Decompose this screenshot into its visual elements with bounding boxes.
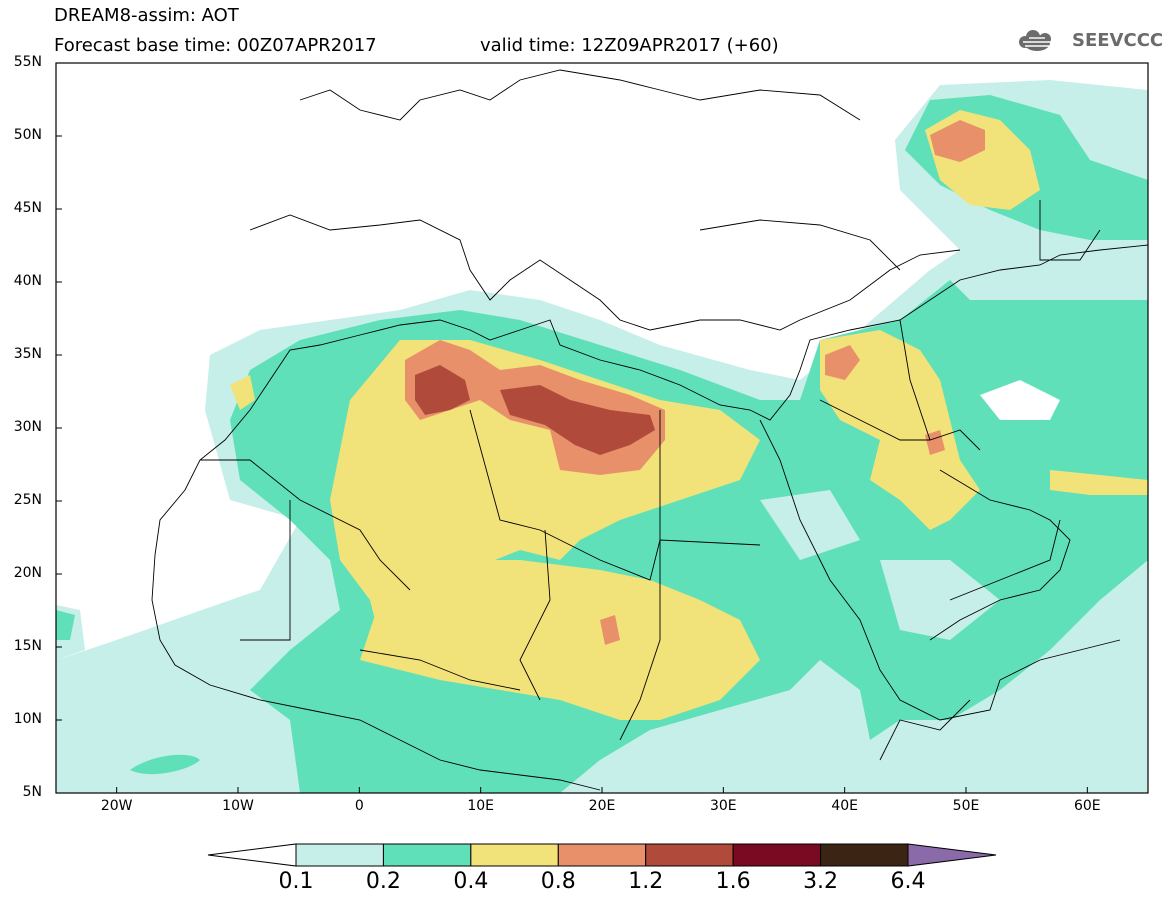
aot-field [56, 63, 1148, 793]
lon-label: 60E [1073, 798, 1101, 814]
coastlines [151, 69, 1148, 791]
lat-label: 5N [22, 784, 42, 800]
lat-label: 20N [13, 565, 42, 581]
lat-label: 10N [13, 711, 42, 727]
lat-label: 30N [13, 419, 42, 435]
colorbar-box [645, 843, 734, 867]
axis-ticks [56, 62, 1088, 794]
colorbar-box [382, 843, 472, 867]
seevccc-logo-icon [1019, 30, 1051, 51]
forecast-base-time: Forecast base time: 00Z07APR2017 [54, 35, 377, 56]
lon-label: 10E [467, 798, 494, 814]
colorbar-box [470, 843, 559, 867]
lat-label: 35N [13, 346, 42, 362]
lat-label: 45N [13, 200, 42, 216]
lat-label: 40N [13, 273, 42, 289]
lat-label: 55N [13, 54, 42, 70]
colorbar-level-label: 0.4 [453, 869, 489, 894]
colorbar-box [295, 843, 384, 867]
colorbar-level-label: 0.1 [278, 869, 314, 894]
colorbar-level-label: 0.2 [365, 869, 401, 894]
colorbar-box [557, 843, 647, 867]
colorbar-level-label: 6.4 [890, 869, 926, 894]
lat-label: 25N [13, 492, 42, 508]
valid-time: valid time: 12Z09APR2017 (+60) [480, 35, 779, 56]
colorbar-box [820, 843, 909, 867]
lon-label: 10W [222, 798, 254, 814]
lon-label: 30E [709, 798, 737, 814]
lat-label: 15N [13, 638, 42, 654]
colorbar-level-label: 1.2 [628, 869, 664, 894]
lon-label: 50E [952, 798, 980, 814]
logo-text: SEEVCCC [1072, 30, 1164, 51]
colorbar-high-triangle [907, 843, 997, 867]
map-title: DREAM8-assim: AOT [54, 5, 239, 26]
colorbar-level-label: 1.6 [715, 869, 751, 894]
lon-label: 20E [588, 798, 616, 814]
lon-label: 0 [354, 798, 364, 814]
colorbar-level-label: 3.2 [803, 869, 839, 894]
colorbar-box [732, 843, 822, 867]
colorbar-low-triangle [207, 843, 297, 867]
colorbar-level-label: 0.8 [540, 869, 576, 894]
lon-label: 40E [831, 798, 858, 814]
lon-label: 20W [100, 798, 133, 814]
lat-label: 50N [13, 127, 42, 143]
